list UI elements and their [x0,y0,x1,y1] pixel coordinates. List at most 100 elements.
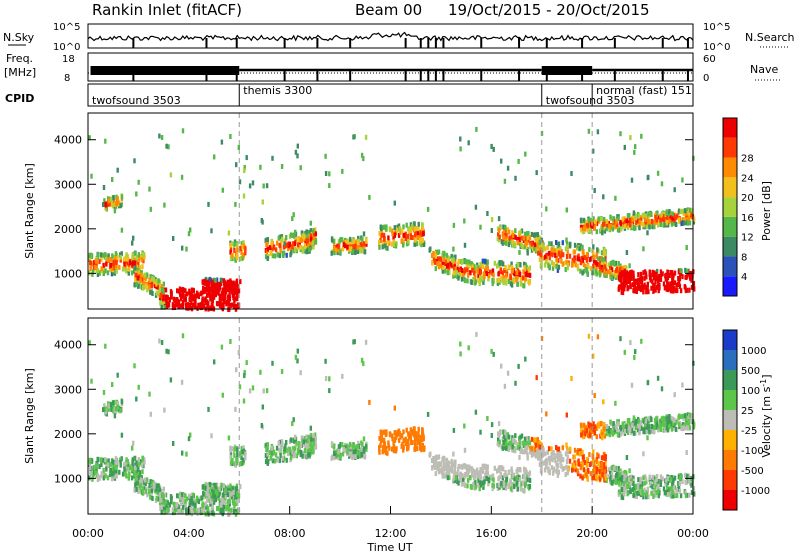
velocity-cell [542,449,545,455]
power-cell [165,297,168,303]
power-cell [271,246,274,252]
power-cell [405,222,408,228]
power-cell [551,265,555,271]
velocity-cell [572,462,575,468]
power-cell [592,216,595,222]
velocity-cell [676,493,679,499]
power-cell [271,155,274,161]
velocity-cell [182,504,185,510]
power-cell [524,241,527,246]
velocity-cell [149,479,152,485]
velocity-cell [346,444,349,450]
power-cell [158,133,161,139]
velocity-cell [690,482,693,488]
power-cell [659,274,662,280]
power-cell [111,253,114,259]
velocity-cell [548,460,551,466]
power-cell [536,243,539,249]
power-cell [625,223,628,229]
power-cell [146,287,149,293]
velocity-cell [503,473,506,478]
power-cell [634,144,637,150]
velocity-cell [538,444,541,450]
power-cell [561,261,564,267]
velocity-cell [505,473,509,479]
velocity-cell [420,435,423,441]
power-cell [591,270,594,276]
power-cell [168,297,171,303]
velocity-cell [576,461,579,467]
velocity-cell [650,490,653,496]
velocity-cell [589,422,592,428]
velocity-cell [588,462,592,468]
velocity-cell [128,469,131,475]
power-cell [520,281,523,287]
velocity-cell [614,477,617,483]
power-cell [409,228,412,234]
power-cell [357,235,360,241]
power-cell [556,267,560,273]
velocity-cell [141,478,145,484]
power-cell [490,217,494,223]
power-cell [123,256,126,262]
power-cell [594,219,597,225]
power-cell [655,272,658,277]
velocity-cell [237,493,241,499]
velocity-cell [389,432,392,438]
velocity-cell [504,434,507,440]
velocity-cell [617,470,621,476]
power-cell [354,249,357,255]
power-cell [243,168,246,174]
power-cell [181,293,184,298]
power-cell [100,266,103,272]
velocity-cell [522,488,525,494]
power-cell [527,267,531,273]
velocity-cell [179,501,183,507]
velocity-cell [239,484,242,490]
velocity-cell [95,470,98,476]
power-cell [679,288,683,294]
power-cell [545,206,548,212]
velocity-cell [126,459,130,465]
power-cell [394,242,397,248]
velocity-cell [135,469,139,475]
velocity-cell [633,490,637,495]
power-cell [337,244,340,250]
velocity-cell [491,482,494,488]
power-cell [689,275,692,281]
power-cell [583,255,586,261]
power-cell [162,289,165,295]
power-cell [302,246,305,252]
power-cell [237,145,240,150]
power-cell [204,286,207,292]
power-cell [561,240,564,246]
power-cell [613,260,616,266]
power-cell [585,267,588,273]
velocity-cell [615,473,618,479]
power-cell [141,264,144,270]
velocity-cell [289,450,293,456]
velocity-cell [231,446,234,452]
velocity-cell [296,447,300,453]
nsky-trace [87,31,694,48]
velocity-cell [640,480,644,486]
power-cell [646,281,649,287]
power-cell [236,293,239,299]
power-cell [102,202,105,208]
power-cell [653,220,656,225]
power-cell [685,245,688,250]
velocity-cell [625,428,628,434]
power-cell [450,253,453,259]
power-cell [277,235,280,241]
power-cell [291,216,294,222]
velocity-cell [592,449,595,455]
velocity-cell [474,484,477,490]
power-cell [312,236,316,242]
power-cell [409,234,413,240]
velocity-cell [648,424,651,430]
power-cell [466,278,469,284]
velocity-cell [595,434,598,440]
power-cell [167,144,170,150]
power-cell [274,247,278,253]
power-cell [128,264,131,270]
